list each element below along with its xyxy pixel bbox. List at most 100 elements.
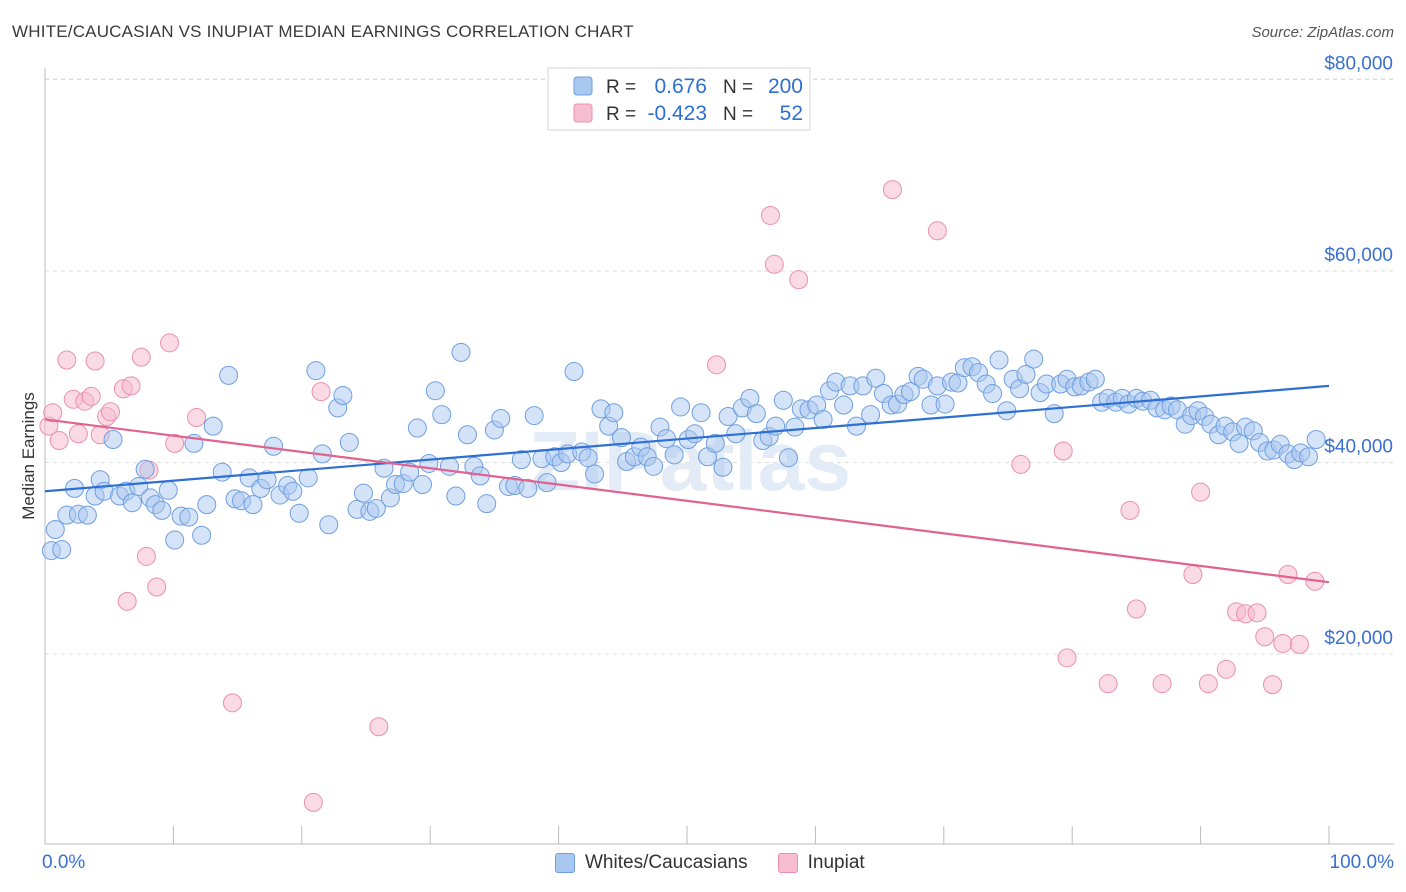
legend-label-inupiat: Inupiat xyxy=(807,852,865,873)
inupiat-point xyxy=(1126,599,1146,619)
whites-point xyxy=(439,456,459,476)
whites-point xyxy=(778,448,798,468)
inupiat-point xyxy=(1183,565,1203,585)
whites-point xyxy=(179,507,199,527)
whites-point xyxy=(718,407,738,427)
whites-point xyxy=(45,520,65,540)
whites-point xyxy=(746,404,766,424)
whites-point xyxy=(691,403,711,423)
legend-swatch-whites xyxy=(555,853,575,873)
whites-point xyxy=(773,390,793,410)
whites-point xyxy=(283,481,303,501)
whites-point xyxy=(135,459,155,479)
inupiat-point xyxy=(1120,500,1140,520)
inupiat-point xyxy=(68,424,88,444)
y-tick-label: $80,000 xyxy=(1324,54,1393,75)
inupiat-point xyxy=(43,403,63,423)
legend-bottom: Whites/Caucasians Inupiat xyxy=(555,852,885,874)
whites-point xyxy=(900,382,920,402)
whites-point xyxy=(477,494,497,514)
inupiat-point xyxy=(1011,454,1031,474)
whites-point xyxy=(983,384,1003,404)
whites-point xyxy=(1016,364,1036,384)
whites-point xyxy=(1085,369,1105,389)
y-axis-label: Median Earnings xyxy=(19,392,38,520)
inupiat-point xyxy=(1057,648,1077,668)
legend-r-value-1: 0.676 xyxy=(654,75,707,98)
whites-point xyxy=(671,397,691,417)
whites-point xyxy=(685,424,705,444)
legend-r-value-2: -0.423 xyxy=(647,102,707,125)
inupiat-point xyxy=(117,591,137,611)
x-tick-right: 100.0% xyxy=(1329,852,1394,873)
whites-point xyxy=(353,483,373,503)
legend-swatch-inupiat xyxy=(777,853,798,873)
inupiat-point xyxy=(789,270,809,290)
whites-point xyxy=(306,361,326,381)
whites-point xyxy=(333,385,353,405)
whites-point xyxy=(432,405,452,425)
legend-r-label-2: R = xyxy=(606,104,636,125)
whites-point xyxy=(366,498,386,518)
inupiat-point xyxy=(187,407,207,427)
x-tick-left: 0.0% xyxy=(42,852,86,873)
whites-point xyxy=(578,448,598,468)
inupiat-point xyxy=(147,577,167,597)
whites-point xyxy=(564,362,584,382)
inupiat-point xyxy=(81,386,101,406)
inupiat-point xyxy=(1247,603,1267,623)
inupiat-point xyxy=(222,693,242,713)
y-tick-labels: $20,000 $40,000 $60,000 $80,000 xyxy=(1324,54,1393,650)
whites-point xyxy=(1024,349,1044,369)
chart-source: Source: ZipAtlas.com xyxy=(1251,24,1394,41)
whites-point xyxy=(407,418,427,438)
whites-point xyxy=(158,480,178,500)
whites-point xyxy=(77,505,97,525)
whites-point xyxy=(103,430,123,450)
inupiat-point xyxy=(927,221,947,241)
inupiat-point xyxy=(369,717,389,737)
whites-point xyxy=(243,495,263,515)
inupiat-point xyxy=(1152,674,1172,694)
whites-point xyxy=(152,500,172,520)
inupiat-point xyxy=(707,355,727,375)
inupiat-point xyxy=(85,351,105,371)
y-tick-label: $60,000 xyxy=(1324,245,1393,266)
y-tick-label: $40,000 xyxy=(1324,437,1393,458)
legend-swatch-blue xyxy=(573,76,593,96)
legend-label-whites: Whites/Caucasians xyxy=(585,852,748,873)
whites-point xyxy=(446,486,466,506)
inupiat-point xyxy=(136,546,156,566)
inupiat-point xyxy=(1098,674,1118,694)
inupiat-point xyxy=(1263,675,1283,695)
whites-point xyxy=(866,368,886,388)
whites-point xyxy=(664,445,684,465)
inupiat-point xyxy=(1278,565,1298,585)
chart-title: WHITE/CAUCASIAN VS INUPIAT MEDIAN EARNIN… xyxy=(12,22,634,41)
inupiat-point xyxy=(1273,633,1293,653)
inupiat-point xyxy=(1255,627,1275,647)
whites-point xyxy=(264,436,284,456)
whites-point xyxy=(524,406,544,426)
whites-point xyxy=(861,405,881,425)
whites-point xyxy=(511,450,531,470)
legend-item-whites: Whites/Caucasians xyxy=(555,852,748,874)
axes xyxy=(44,68,1394,845)
inupiat-point xyxy=(1053,441,1073,461)
inupiat-point xyxy=(764,254,784,274)
legend-n-label-2: N = xyxy=(723,104,753,125)
inupiat-point xyxy=(1289,634,1309,654)
legend-n-label-1: N = xyxy=(723,77,753,98)
legend-top: R = 0.676 N = 200 R = -0.423 N = 52 xyxy=(547,67,811,131)
inupiat-point xyxy=(49,430,69,450)
inupiat-point xyxy=(1191,482,1211,502)
inupiat-point xyxy=(57,350,77,370)
whites-trend-line xyxy=(44,384,1330,493)
whites-point xyxy=(197,495,217,515)
whites-point xyxy=(451,342,471,362)
inupiat-point xyxy=(160,333,180,353)
whites-point xyxy=(457,425,477,445)
whites-point xyxy=(412,475,432,495)
whites-point xyxy=(192,525,212,545)
